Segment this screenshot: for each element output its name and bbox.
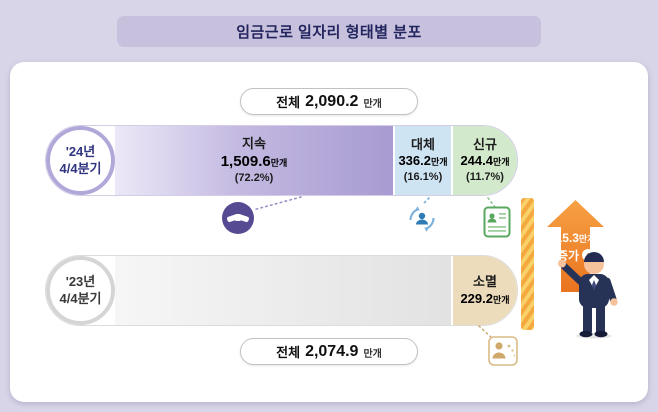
value-unit: 만개 xyxy=(430,157,448,168)
period-badge-2023: '23년 4/4분기 xyxy=(46,256,115,325)
increase-value: 15.3만개 xyxy=(547,231,604,247)
value-number: 244.4 xyxy=(460,153,493,169)
value-number: 229.2 xyxy=(460,290,493,306)
segment-value: 1,509.6만개 xyxy=(221,152,288,171)
person-fading-icon xyxy=(488,336,518,366)
increase-label: 증가 xyxy=(556,248,580,263)
segment-share: (72.2%) xyxy=(234,172,274,185)
segment-value: 336.2만개 xyxy=(398,153,447,170)
title-banner: 임금근로 일자리 형태별 분포 xyxy=(117,16,541,47)
handshake-icon xyxy=(222,202,254,234)
person-cycle-icon xyxy=(406,203,438,235)
segment-value: 229.2만개 xyxy=(460,291,509,308)
value-number: 336.2 xyxy=(398,153,431,169)
value-unit: 만개 xyxy=(492,294,510,305)
chart-card: 전체 2,090.2 만개 '24년 4/4분기 지속 1,509.6만개 (7… xyxy=(10,62,648,402)
value-number: 15.3 xyxy=(555,231,579,245)
segment-label: 대체 xyxy=(411,136,435,152)
segment-share: (16.1%) xyxy=(403,171,443,184)
total-top-value: 2,090.2 xyxy=(305,92,359,110)
period-year: '23년 xyxy=(65,274,96,290)
period-year: '24년 xyxy=(65,144,96,160)
segment-label: 소멸 xyxy=(473,273,497,289)
striped-bracket-bar xyxy=(521,198,534,330)
total-top-label: 전체 xyxy=(276,95,301,110)
segment-somyeol: 소멸 229.2만개 xyxy=(451,256,517,325)
segment-base-2023 xyxy=(115,256,451,325)
period-quarter: 4/4분기 xyxy=(59,160,102,176)
new-document-icon xyxy=(483,206,511,238)
page-title: 임금근로 일자리 형태별 분포 xyxy=(236,24,422,41)
total-bottom-unit: 만개 xyxy=(363,349,382,360)
value-unit: 만개 xyxy=(578,234,596,244)
segment-singyu: 신규 244.4만개 (11.7%) xyxy=(451,126,517,195)
total-top-unit: 만개 xyxy=(363,99,382,110)
value-unit: 만개 xyxy=(270,158,288,169)
bar-2024-q4: '24년 4/4분기 지속 1,509.6만개 (72.2%) 대체 336.2… xyxy=(45,125,518,196)
period-badge-2024: '24년 4/4분기 xyxy=(46,126,115,195)
total-top-badge: 전체 2,090.2 만개 xyxy=(240,88,418,115)
businessman-illustration xyxy=(558,252,618,339)
segment-share: (11.7%) xyxy=(466,171,504,184)
value-number: 1,509.6 xyxy=(220,153,271,171)
period-quarter: 4/4분기 xyxy=(59,290,102,306)
segment-label: 신규 xyxy=(473,136,497,152)
total-bottom-label: 전체 xyxy=(276,345,301,360)
segment-label: 지속 xyxy=(242,135,266,151)
segment-value: 244.4만개 xyxy=(460,153,509,170)
segment-jisok: 지속 1,509.6만개 (72.2%) xyxy=(115,126,393,195)
segment-daeche: 대체 336.2만개 (16.1%) xyxy=(393,126,451,195)
total-bottom-value: 2,074.9 xyxy=(305,342,359,360)
bar-2023-q4: '23년 4/4분기 소멸 229.2만개 xyxy=(45,255,518,326)
value-unit: 만개 xyxy=(492,157,510,168)
total-bottom-badge: 전체 2,074.9 만개 xyxy=(240,338,418,365)
